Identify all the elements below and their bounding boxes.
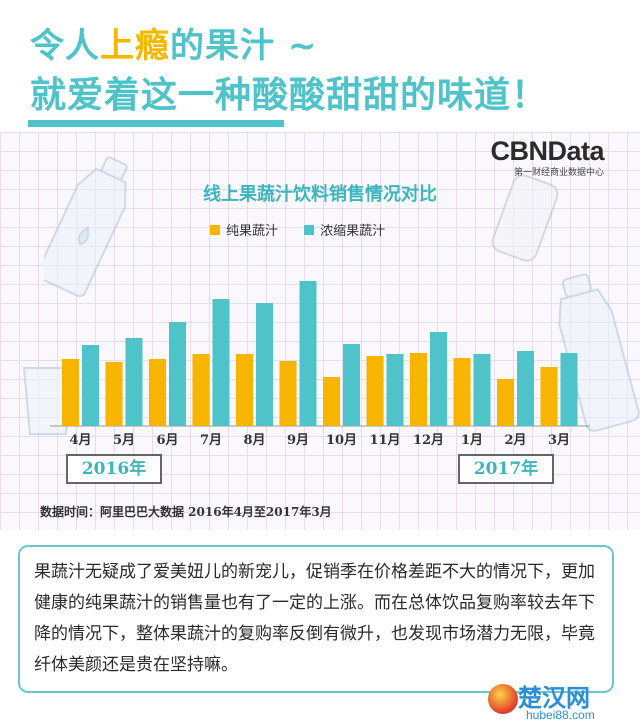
x-tick-label-8: 12月 <box>413 433 444 448</box>
summary-text-box: 果蔬汁无疑成了爱美妞儿的新宠儿，促销季在价格差距不大的情况下，更加健康的纯果蔬汁… <box>18 545 614 693</box>
headline-part-2: 的果汁 ~ <box>170 26 318 66</box>
legend-label-pure: 纯果蔬汁 <box>226 224 279 239</box>
legend-swatch-pure <box>210 224 220 235</box>
data-source-note: 数据时间：阿里巴巴大数据 2016年4月至2017年3月 <box>40 505 332 519</box>
bar-concentrate-11 <box>560 353 578 426</box>
legend-swatch-concentrate <box>304 224 315 235</box>
globe-logo-icon <box>488 684 518 714</box>
bar-pure-4 <box>236 354 253 426</box>
year-label-2017: 2017年 <box>458 454 554 484</box>
bar-concentrate-0 <box>82 345 99 426</box>
bar-concentrate-3 <box>212 299 230 426</box>
headline-underline <box>28 120 284 127</box>
bar-pure-9 <box>453 358 471 426</box>
year-label-2016: 2016年 <box>66 454 162 484</box>
can-illustration-right <box>491 174 559 262</box>
cbndata-brand: CBNData 第一财经商业数据中心 <box>490 136 604 178</box>
x-tick-label-7: 11月 <box>369 433 400 448</box>
bar-concentrate-2 <box>169 322 186 426</box>
bar-pure-0 <box>62 359 79 426</box>
bar-concentrate-7 <box>386 354 404 426</box>
chart-title: 线上果蔬汁饮料销售情况对比 <box>203 184 437 205</box>
bar-pure-11 <box>540 367 558 426</box>
watermark-domain: hubei88.com <box>526 708 595 722</box>
bar-pure-6 <box>323 377 340 426</box>
x-tick-label-2: 6月 <box>156 433 178 448</box>
headline-part-1: 令人 <box>30 26 100 66</box>
headline-highlight: 上瘾 <box>100 26 170 66</box>
site-watermark: 楚汉网 hubei88.com <box>484 676 640 726</box>
cbndata-subtitle: 第一财经商业数据中心 <box>513 168 604 178</box>
legend-item-pure: 纯果蔬汁 <box>210 220 278 239</box>
x-tick-label-3: 7月 <box>200 433 222 448</box>
watermark-chinese: 楚汉网 <box>518 684 590 712</box>
x-tick-label-4: 8月 <box>243 433 265 448</box>
legend-item-concentrate: 浓缩果蔬汁 <box>304 220 385 239</box>
bottle-illustration-left <box>44 156 128 298</box>
x-tick-label-11: 3月 <box>548 433 570 448</box>
cbndata-logo: CBNData <box>490 136 604 166</box>
bar-pure-8 <box>410 353 427 426</box>
bar-pure-1 <box>105 362 123 426</box>
legend-label-concentrate: 浓缩果蔬汁 <box>320 224 386 239</box>
bar-chart: 4月 5月 6月 7月 8月 9月 10月 11月 12月 1月 2月 3月 <box>50 281 590 448</box>
glass-illustration-left <box>22 367 74 435</box>
bar-pure-10 <box>497 379 514 426</box>
x-tick-label-9: 1月 <box>461 433 483 448</box>
bar-concentrate-1 <box>125 338 143 426</box>
bar-pure-5 <box>279 361 297 426</box>
x-tick-label-10: 2月 <box>504 433 526 448</box>
bar-concentrate-9 <box>473 354 491 426</box>
chart-legend: 纯果蔬汁 浓缩果蔬汁 <box>210 220 407 239</box>
bar-pure-7 <box>366 356 384 426</box>
x-tick-label-5: 9月 <box>287 433 309 448</box>
bar-concentrate-8 <box>430 332 447 426</box>
x-tick-label-1: 5月 <box>113 433 135 448</box>
bar-concentrate-5 <box>299 281 317 426</box>
x-tick-label-6: 10月 <box>326 433 357 448</box>
bar-pure-2 <box>149 359 166 426</box>
bar-pure-3 <box>192 354 210 426</box>
bar-concentrate-10 <box>517 351 534 426</box>
headline-line-2: 就爱着这一种酸酸甜甜的味道！ <box>30 75 549 116</box>
bar-concentrate-4 <box>256 303 273 426</box>
x-tick-label-0: 4月 <box>69 433 91 448</box>
headline-line-1: 令人上瘾的果汁 ~ <box>30 18 317 67</box>
bar-concentrate-6 <box>343 344 360 426</box>
